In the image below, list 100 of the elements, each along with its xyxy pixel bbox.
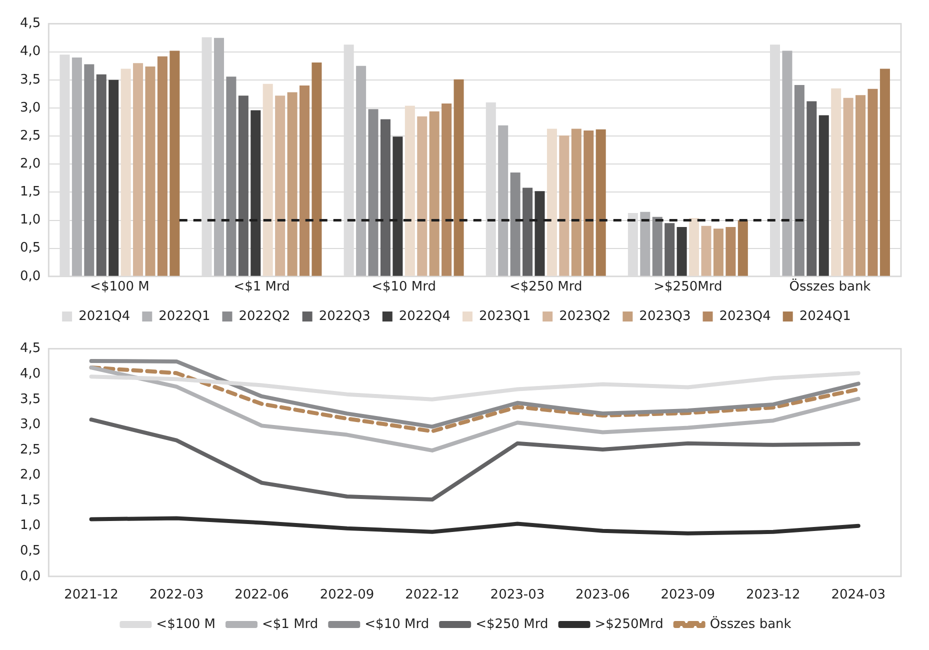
bar — [226, 76, 236, 276]
legend-label: 2024Q1 — [799, 308, 851, 324]
y-tick-label: 1,0 — [20, 212, 41, 228]
bar — [652, 216, 662, 276]
bar — [584, 130, 594, 276]
bar — [664, 223, 675, 276]
legend-label: <$100 M — [156, 616, 216, 632]
x-tick-label: <$250 Mrd — [510, 280, 582, 295]
bar — [442, 104, 452, 276]
legend-label: >$250Mrd — [594, 616, 664, 632]
bar — [546, 128, 557, 276]
x-tick-label: Összes bank — [789, 278, 872, 295]
bar — [498, 125, 508, 276]
legend-label: 2023Q3 — [639, 308, 691, 324]
bar — [84, 64, 94, 276]
bar — [522, 188, 533, 276]
bar — [275, 96, 286, 276]
x-tick-label: 2023-03 — [490, 588, 545, 603]
y-tick-label: 1,5 — [20, 492, 41, 508]
bar — [368, 109, 378, 276]
legend-label: 2022Q4 — [398, 308, 451, 324]
line-series — [89, 366, 860, 434]
bar — [392, 136, 403, 276]
bar — [701, 226, 712, 276]
bar — [214, 38, 224, 276]
bar — [726, 227, 736, 276]
legend-label: 2023Q2 — [559, 308, 611, 324]
x-tick-label: 2022-06 — [234, 588, 289, 603]
y-tick-label: 2,0 — [20, 468, 41, 483]
bar — [145, 66, 156, 276]
bar — [262, 84, 273, 276]
y-tick-label: 3,5 — [20, 72, 41, 88]
bar — [300, 86, 310, 276]
bar — [571, 128, 582, 276]
bar — [880, 68, 890, 276]
bar — [738, 220, 748, 276]
y-tick-label: 0,0 — [20, 568, 41, 584]
x-tick-label: >$250Mrd — [654, 280, 722, 295]
x-tick-label: 2023-06 — [576, 588, 630, 603]
bar — [782, 50, 792, 276]
y-tick-label: 0,0 — [20, 268, 41, 284]
bar — [856, 95, 866, 276]
bar — [312, 62, 322, 276]
y-tick-label: 2,5 — [20, 128, 41, 144]
bar — [404, 106, 415, 276]
legend-label: <$10 Mrd — [364, 616, 430, 632]
x-tick-label: 2022-09 — [320, 588, 374, 603]
bar — [429, 111, 440, 276]
bar — [534, 191, 545, 276]
bar — [818, 115, 829, 276]
bar — [170, 50, 180, 276]
legend-label: Összes bank — [710, 616, 792, 632]
bar — [72, 57, 82, 276]
legend-label: 2022Q3 — [318, 308, 370, 324]
legend-label: 2023Q4 — [719, 308, 771, 324]
y-tick-label: 4,0 — [20, 44, 41, 60]
y-tick-label: 2,5 — [20, 442, 41, 458]
y-tick-label: 4,5 — [20, 16, 41, 32]
y-tick-label: 0,5 — [20, 240, 41, 256]
bar — [417, 116, 428, 276]
bar — [868, 88, 878, 276]
bar — [713, 228, 724, 276]
y-tick-label: 2,0 — [20, 156, 41, 172]
bar — [640, 212, 650, 276]
bar — [157, 56, 168, 276]
y-tick-label: 0,5 — [20, 543, 41, 558]
x-tick-label: 2022-12 — [405, 588, 460, 603]
bar — [596, 129, 606, 276]
bar — [559, 136, 570, 276]
bar — [794, 84, 804, 276]
y-tick-label: 4,0 — [20, 366, 41, 382]
y-tick-label: 1,0 — [20, 518, 41, 534]
x-tick-label: <$100 M — [90, 280, 150, 295]
bar — [120, 68, 131, 276]
legend-label: 2022Q2 — [238, 308, 290, 324]
legend-label: <$250 Mrd — [476, 616, 548, 632]
x-tick-label: 2022-03 — [149, 588, 204, 603]
bar — [380, 119, 390, 276]
y-tick-label: 3,0 — [20, 100, 41, 116]
bar — [689, 218, 700, 276]
x-tick-label: <$1 Mrd — [234, 280, 290, 295]
x-tick-label: 2023-12 — [746, 588, 800, 603]
bar — [238, 96, 248, 276]
x-tick-label: <$10 Mrd — [372, 280, 436, 295]
y-tick-label: 3,5 — [20, 392, 41, 407]
legend-label: 2021Q4 — [78, 308, 130, 324]
bar — [250, 110, 261, 276]
bar — [454, 79, 464, 276]
bar — [356, 66, 366, 276]
bar — [843, 98, 854, 276]
x-tick-label: 2021-12 — [64, 588, 118, 603]
x-tick-label: 2023-09 — [660, 588, 716, 603]
y-tick-label: 4,5 — [20, 341, 41, 356]
bar — [831, 88, 842, 276]
bar — [676, 227, 687, 276]
legend-label: 2022Q1 — [158, 308, 210, 324]
bar — [510, 172, 520, 276]
bar — [133, 63, 144, 276]
bar — [806, 101, 817, 276]
y-tick-label: 3,0 — [20, 417, 41, 432]
